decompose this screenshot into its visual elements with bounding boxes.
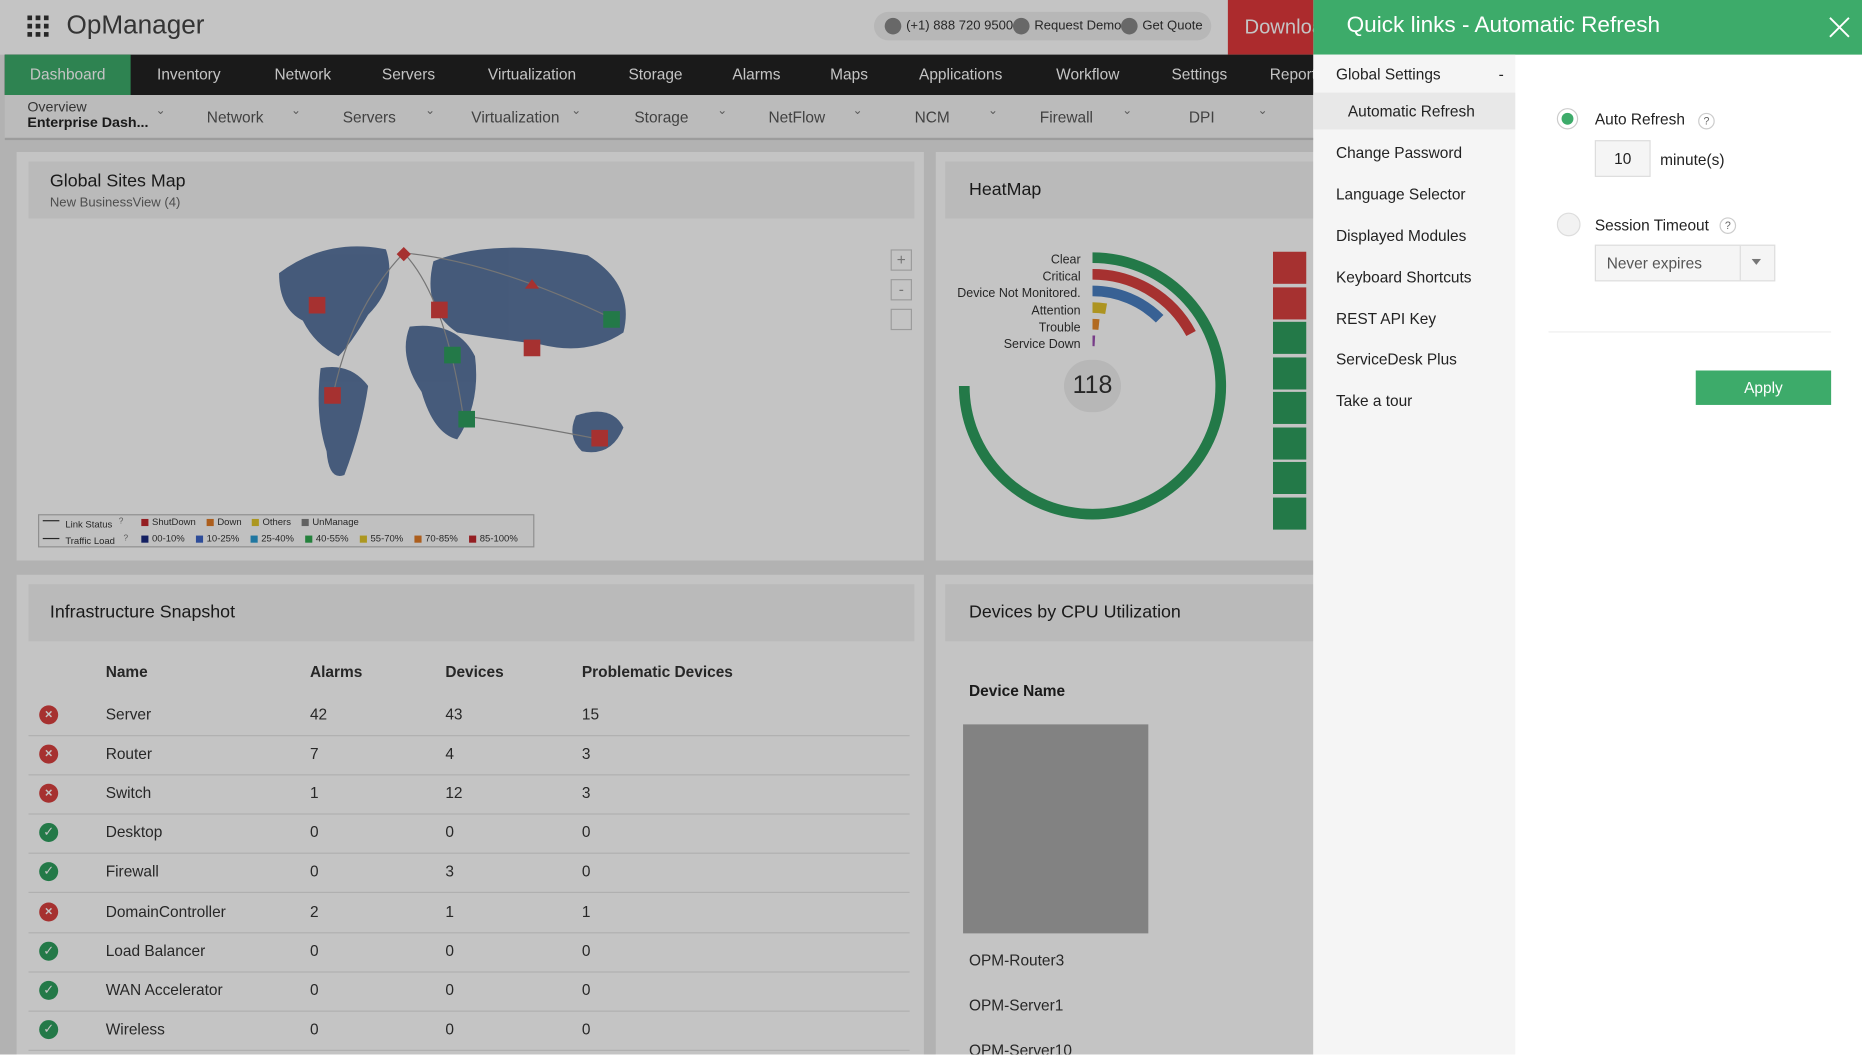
- auto-refresh-label: Auto Refresh: [1595, 110, 1685, 128]
- menu-item[interactable]: Automatic Refresh: [1348, 102, 1475, 120]
- help-icon[interactable]: ?: [1698, 113, 1715, 130]
- select-arrow: [1752, 259, 1762, 266]
- select-divider: [1740, 246, 1741, 280]
- menu-item[interactable]: Change Password: [1336, 144, 1462, 162]
- session-timeout-radio[interactable]: [1557, 213, 1581, 237]
- menu-item[interactable]: REST API Key: [1336, 309, 1436, 327]
- interval-input[interactable]: 10: [1595, 140, 1651, 177]
- interval-unit: minute(s): [1660, 151, 1724, 169]
- menu-item[interactable]: Language Selector: [1336, 185, 1466, 203]
- menu-item[interactable]: Take a tour: [1336, 392, 1412, 410]
- panel-menu: [1313, 55, 1515, 1055]
- close-button[interactable]: [1829, 17, 1850, 38]
- menu-item[interactable]: Displayed Modules: [1336, 226, 1466, 244]
- menu-group[interactable]: Global Settings: [1336, 65, 1441, 83]
- apply-button[interactable]: Apply: [1696, 371, 1831, 405]
- session-timeout-label: Session Timeout: [1595, 216, 1709, 234]
- modal-backdrop[interactable]: [0, 0, 1313, 1055]
- menu-item[interactable]: ServiceDesk Plus: [1336, 351, 1457, 369]
- menu-item[interactable]: Keyboard Shortcuts: [1336, 268, 1472, 286]
- menu-collapse[interactable]: -: [1499, 65, 1504, 83]
- radio-dot: [1562, 113, 1574, 125]
- help-icon[interactable]: ?: [1720, 217, 1737, 234]
- panel-title: Quick links - Automatic Refresh: [1347, 13, 1660, 39]
- form-divider: [1549, 331, 1832, 332]
- auto-refresh-radio[interactable]: [1557, 108, 1578, 129]
- timeout-select[interactable]: Never expires: [1595, 245, 1776, 282]
